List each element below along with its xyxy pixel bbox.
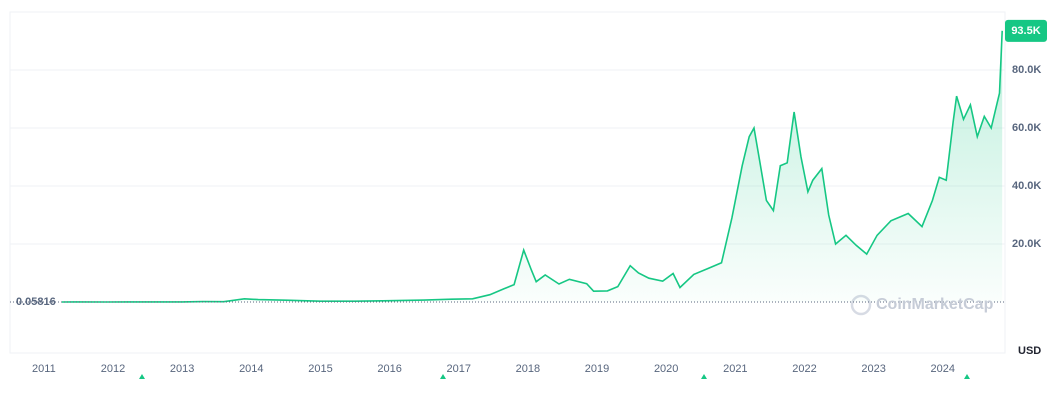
- x-tick-label: 2013: [170, 363, 194, 375]
- currency: USD: [1018, 345, 1041, 357]
- area-fill: [61, 30, 1003, 303]
- current-price-box: [1005, 19, 1047, 42]
- x-tick-label: 2016: [377, 363, 401, 375]
- y-tick-label: 80.0K: [1012, 64, 1041, 76]
- event-markers: [139, 374, 970, 379]
- plot-frame: [9, 11, 1006, 354]
- x-tick-label: 2011: [32, 363, 56, 375]
- current-price-label: 93.5K: [1011, 25, 1040, 37]
- watermark: CoinMarketCap: [876, 296, 994, 313]
- x-tick-label: 2024: [931, 363, 955, 375]
- x-tick-label: 2021: [723, 363, 747, 375]
- x-tick-label: 2020: [654, 363, 678, 375]
- x-tick-label: 2019: [585, 363, 609, 375]
- x-tick-label: 2014: [239, 363, 263, 375]
- x-tick-label: 2017: [447, 363, 471, 375]
- x-tick-label: 2018: [516, 363, 540, 375]
- x-tick-label: 2023: [861, 363, 885, 375]
- x-tick-label: 2015: [308, 363, 332, 375]
- baseline-label: 0.05816: [16, 296, 56, 308]
- y-tick-label: 60.0K: [1012, 122, 1041, 134]
- x-tick-label: 2012: [101, 363, 125, 375]
- y-tick-label: 20.0K: [1012, 238, 1041, 250]
- y-tick-label: 40.0K: [1012, 180, 1041, 192]
- x-tick-label: 2022: [792, 363, 816, 375]
- price-line: [61, 30, 1003, 303]
